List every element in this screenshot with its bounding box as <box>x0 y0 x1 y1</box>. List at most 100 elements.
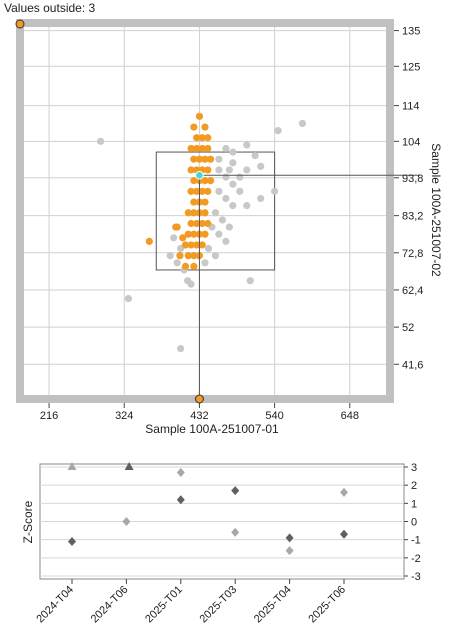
selected-data-point[interactable] <box>184 252 192 260</box>
zscore-diamond-mark[interactable] <box>231 486 240 496</box>
selected-data-point[interactable] <box>193 219 201 228</box>
other-data-point[interactable] <box>298 119 307 128</box>
zscore-diamond-mark[interactable] <box>122 517 131 526</box>
other-data-point[interactable] <box>222 144 230 153</box>
selected-data-point[interactable] <box>198 241 206 249</box>
selected-data-point[interactable] <box>176 252 184 260</box>
corner-marker-handle[interactable] <box>15 19 25 29</box>
selected-data-point[interactable] <box>204 187 212 195</box>
selected-data-point[interactable] <box>201 177 209 185</box>
x-axis-marker-handle[interactable] <box>194 394 204 404</box>
other-data-point[interactable] <box>274 127 282 135</box>
selected-data-point[interactable] <box>201 209 209 217</box>
selected-data-point[interactable] <box>206 177 215 185</box>
selected-data-point[interactable] <box>190 252 198 260</box>
zscore-diamond-mark[interactable] <box>285 546 294 556</box>
selected-data-point[interactable] <box>145 237 153 245</box>
target-point[interactable] <box>195 170 204 180</box>
selected-data-point[interactable] <box>190 177 198 185</box>
other-data-point[interactable] <box>124 294 133 303</box>
selected-data-point[interactable] <box>193 187 201 195</box>
selected-data-point[interactable] <box>201 155 209 163</box>
other-data-point[interactable] <box>204 244 213 253</box>
other-data-point[interactable] <box>225 223 233 231</box>
other-data-point[interactable] <box>236 187 244 195</box>
other-data-point[interactable] <box>222 237 230 245</box>
selected-data-point[interactable] <box>179 234 187 242</box>
selected-data-point[interactable] <box>201 198 209 206</box>
zscore-diamond-mark[interactable] <box>340 487 348 497</box>
other-data-point[interactable] <box>257 194 265 203</box>
zscore-triangle-mark[interactable] <box>67 462 77 470</box>
selected-data-point[interactable] <box>181 262 190 270</box>
zscore-diamond-mark[interactable] <box>285 533 294 543</box>
selected-data-point[interactable] <box>204 219 212 228</box>
selected-data-point[interactable] <box>195 112 204 120</box>
zscore-diamond-mark[interactable] <box>68 536 76 546</box>
selected-data-point[interactable] <box>184 230 192 238</box>
other-data-point[interactable] <box>257 162 265 170</box>
selected-data-point[interactable] <box>204 166 212 174</box>
selected-data-point[interactable] <box>190 209 198 217</box>
other-data-point[interactable] <box>211 209 220 217</box>
other-data-point[interactable] <box>243 166 251 174</box>
selected-data-point[interactable] <box>181 241 190 249</box>
selected-data-point[interactable] <box>190 262 198 270</box>
selected-data-point[interactable] <box>190 155 198 163</box>
other-data-point[interactable] <box>215 166 223 174</box>
zscore-diamond-mark[interactable] <box>176 495 185 505</box>
selected-data-point[interactable] <box>187 144 195 153</box>
other-data-point[interactable] <box>243 141 251 149</box>
other-data-point[interactable] <box>222 173 230 181</box>
zscore-diamond-mark[interactable] <box>340 529 348 539</box>
selected-data-point[interactable] <box>193 241 201 249</box>
selected-data-point[interactable] <box>198 187 206 195</box>
selected-data-point[interactable] <box>195 155 204 163</box>
other-data-point[interactable] <box>96 137 105 145</box>
selected-data-point[interactable] <box>187 219 195 228</box>
zscore-diamond-mark[interactable] <box>231 527 240 537</box>
selected-data-point[interactable] <box>204 144 212 153</box>
other-data-point[interactable] <box>218 216 227 224</box>
other-data-point[interactable] <box>229 159 237 167</box>
zscore-triangle-mark[interactable] <box>124 462 134 470</box>
selected-data-point[interactable] <box>198 134 206 142</box>
selected-data-point[interactable] <box>198 144 206 153</box>
other-data-point[interactable] <box>251 152 259 160</box>
other-data-point[interactable] <box>243 202 251 210</box>
other-data-point[interactable] <box>222 194 230 203</box>
other-data-point[interactable] <box>170 234 178 242</box>
selected-data-point[interactable] <box>187 187 195 195</box>
selected-data-point[interactable] <box>190 230 198 238</box>
other-data-point[interactable] <box>177 344 185 353</box>
selected-data-point[interactable] <box>172 223 180 231</box>
zscore-diamond-mark[interactable] <box>176 467 185 477</box>
other-data-point[interactable] <box>225 166 233 174</box>
selected-data-point[interactable] <box>184 209 192 217</box>
other-data-point[interactable] <box>215 230 223 238</box>
other-data-point[interactable] <box>166 252 174 260</box>
selected-data-point[interactable] <box>193 144 201 153</box>
selected-data-point[interactable] <box>201 123 209 131</box>
other-data-point[interactable] <box>215 187 223 195</box>
selected-data-point[interactable] <box>190 123 198 131</box>
selected-data-point[interactable] <box>198 219 206 228</box>
other-data-point[interactable] <box>236 173 244 181</box>
other-data-point[interactable] <box>246 277 254 285</box>
selected-data-point[interactable] <box>193 134 201 142</box>
other-data-point[interactable] <box>173 259 181 267</box>
other-data-point[interactable] <box>211 252 220 260</box>
selected-data-point[interactable] <box>187 166 195 174</box>
selected-data-point[interactable] <box>187 241 195 249</box>
other-data-point[interactable] <box>229 180 237 188</box>
other-data-point[interactable] <box>229 148 237 156</box>
other-data-point[interactable] <box>187 280 195 288</box>
selected-data-point[interactable] <box>201 230 209 238</box>
selected-data-point[interactable] <box>190 198 198 206</box>
other-data-point[interactable] <box>229 202 237 210</box>
other-data-point[interactable] <box>215 155 223 163</box>
selected-data-point[interactable] <box>204 134 212 142</box>
other-data-point[interactable] <box>271 187 279 195</box>
selected-data-point[interactable] <box>206 155 215 163</box>
other-data-point[interactable] <box>201 259 209 267</box>
